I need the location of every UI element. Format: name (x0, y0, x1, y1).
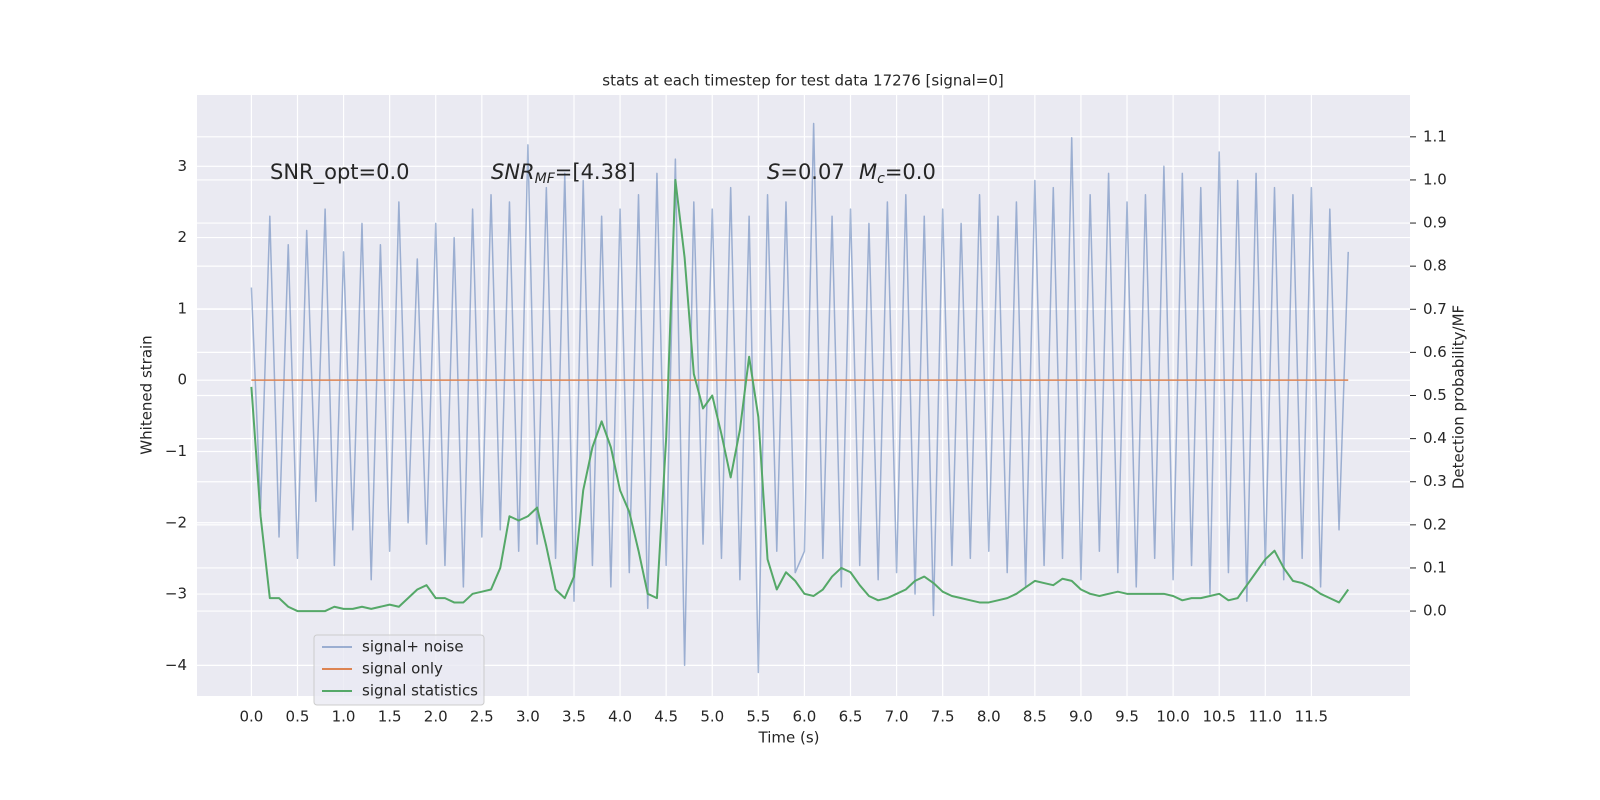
y-tick-label: 2 (177, 228, 187, 246)
y2-tick-label: 0.6 (1423, 343, 1447, 361)
x-tick-label: 5.5 (746, 708, 770, 726)
annotation-part: M (859, 160, 877, 184)
x-tick-label: 8.0 (977, 708, 1001, 726)
y-tick-label: −2 (165, 513, 187, 531)
chart-title: stats at each timestep for test data 172… (602, 72, 1003, 90)
y-tick-label: 3 (177, 157, 187, 175)
x-tick-label: 1.0 (332, 708, 356, 726)
y2-tick-label: 0.7 (1423, 300, 1447, 318)
grid (197, 95, 1416, 696)
annotation-part: =[4.38] (555, 160, 636, 184)
legend-box (313, 634, 485, 706)
y2-tick-label: 0.9 (1423, 214, 1447, 232)
annotation: SNRMF=[4.38] (491, 160, 636, 187)
annotation-part: =0.07 (780, 160, 844, 184)
y2-tick-label: 1.1 (1423, 127, 1447, 145)
y2-tick-label: 0.8 (1423, 257, 1447, 275)
x-tick-label: 0.5 (286, 708, 310, 726)
series-line (250, 122, 1349, 674)
y2-tick-label: 0.2 (1423, 515, 1447, 533)
y-tick-label: −1 (165, 442, 187, 460)
x-tick-label: 6.5 (839, 708, 863, 726)
y-tick-label: 0 (177, 371, 187, 389)
x-tick-label: 7.5 (931, 708, 955, 726)
x-tick-label: 11.0 (1249, 708, 1282, 726)
x-tick-label: 10.0 (1156, 708, 1189, 726)
x-tick-label: 11.5 (1295, 708, 1328, 726)
annotation-part: SNR_opt=0.0 (270, 160, 410, 185)
x-tick-label: 2.0 (424, 708, 448, 726)
x-tick-label: 9.0 (1069, 708, 1093, 726)
legend-label: signal only (362, 660, 443, 678)
y2-tick-label: 0.3 (1423, 472, 1447, 490)
x-tick-label: 1.5 (378, 708, 402, 726)
x-tick-label: 7.0 (885, 708, 909, 726)
legend-label: signal+ noise (362, 638, 464, 656)
annotation-part: =0.0 (885, 160, 936, 184)
y-tick-label: 1 (177, 299, 187, 317)
x-tick-label: 10.5 (1202, 708, 1235, 726)
annotation-part: MF (535, 171, 556, 187)
annotation: SNR_opt=0.0 (270, 160, 410, 185)
x-tick-label: 8.5 (1023, 708, 1047, 726)
series-line (250, 178, 1350, 613)
y-tick-label: −4 (165, 656, 187, 674)
annotation-part: S (767, 160, 780, 184)
y2-tick-label: 0.1 (1423, 558, 1447, 576)
x-tick-label: 3.0 (516, 708, 540, 726)
y2-axis-label: Detection probability/MF (1450, 305, 1468, 489)
y-axis-label: Whitened strain (138, 335, 156, 454)
x-tick-label: 9.5 (1115, 708, 1139, 726)
annotation-part: SNR (491, 160, 535, 184)
x-axis-label: Time (s) (758, 729, 820, 747)
annotation: Mc=0.0 (859, 160, 936, 187)
x-tick-label: 5.0 (700, 708, 724, 726)
y2-tick-label: 0.5 (1423, 386, 1447, 404)
annotation-part: c (877, 171, 885, 187)
series-layer (250, 122, 1350, 674)
x-tick-label: 3.5 (562, 708, 586, 726)
legend-label: signal statistics (362, 682, 478, 700)
y2-tick-label: 0.4 (1423, 429, 1447, 447)
x-tick-label: 4.5 (654, 708, 678, 726)
x-tick-label: 6.0 (792, 708, 816, 726)
x-tick-label: 0.0 (239, 708, 263, 726)
annotation: S=0.07 (767, 160, 845, 184)
y-tick-label: −3 (165, 585, 187, 603)
y2-tick-label: 1.0 (1423, 170, 1447, 188)
x-tick-label: 4.0 (608, 708, 632, 726)
y2-tick-label: 0.0 (1423, 602, 1447, 620)
x-tick-label: 2.5 (470, 708, 494, 726)
